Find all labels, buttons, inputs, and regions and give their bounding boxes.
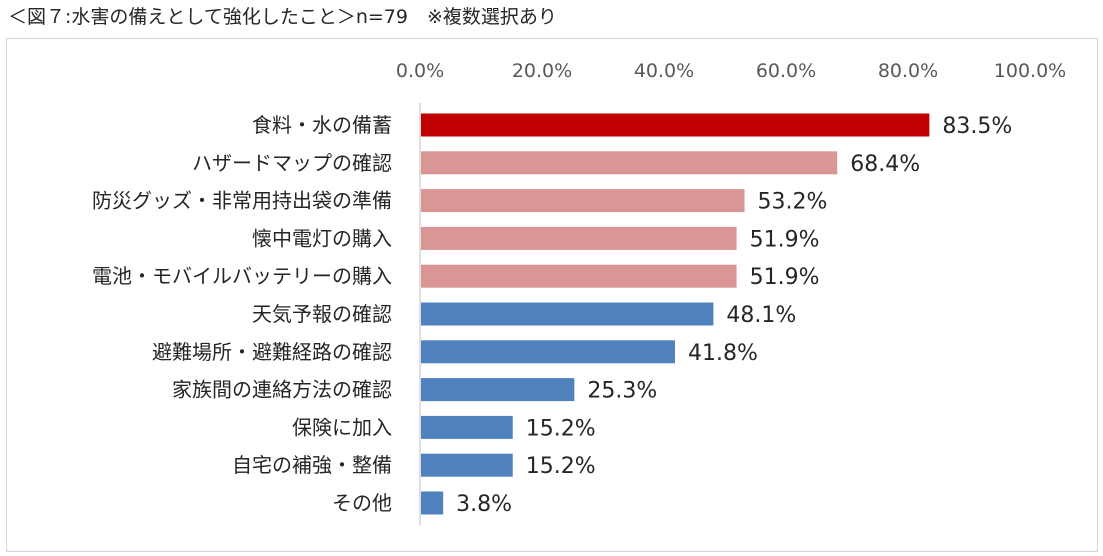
x-tick-label: 0.0% xyxy=(396,60,444,82)
category-label: 食料・水の備蓄 xyxy=(252,113,392,137)
category-label: 自宅の補強・整備 xyxy=(232,453,392,477)
x-tick-label: 100.0% xyxy=(994,60,1066,82)
category-label: 避難場所・避難経路の確認 xyxy=(152,340,392,364)
bar xyxy=(421,226,737,250)
data-label: 48.1% xyxy=(726,303,796,328)
x-tick-label: 40.0% xyxy=(634,60,694,82)
x-tick-label: 20.0% xyxy=(512,60,572,82)
data-label: 68.4% xyxy=(850,152,920,177)
category-label: 天気予報の確認 xyxy=(252,302,392,326)
data-label: 53.2% xyxy=(758,190,828,215)
data-label: 3.8% xyxy=(456,492,512,517)
data-label: 83.5% xyxy=(942,114,1012,139)
data-label: 15.2% xyxy=(526,416,596,441)
x-tick-label: 80.0% xyxy=(878,60,938,82)
category-label: 懐中電灯の購入 xyxy=(252,226,392,250)
data-label: 25.3% xyxy=(587,379,657,404)
data-label: 15.2% xyxy=(526,454,596,479)
bar xyxy=(421,453,513,477)
data-label: 51.9% xyxy=(750,265,820,290)
x-tick-label: 60.0% xyxy=(756,60,816,82)
category-label: 電池・モバイルバッテリーの購入 xyxy=(92,264,392,288)
chart-title: ＜図７:水害の備えとして強化したこと＞n=79 ※複数選択あり xyxy=(8,6,557,28)
category-label: 家族間の連絡方法の確認 xyxy=(172,378,392,402)
bar xyxy=(421,113,930,137)
bar xyxy=(421,189,745,213)
bar xyxy=(421,340,675,364)
category-label: ハザードマップの確認 xyxy=(192,151,392,175)
bar xyxy=(421,264,737,288)
bar xyxy=(421,302,714,326)
data-label: 41.8% xyxy=(688,341,758,366)
bar xyxy=(421,415,513,439)
category-label: 保険に加入 xyxy=(292,415,392,439)
bar xyxy=(421,378,575,402)
data-label: 51.9% xyxy=(750,227,820,252)
category-label: 防災グッズ・非常用持出袋の準備 xyxy=(92,189,392,213)
bar xyxy=(421,491,444,515)
bar xyxy=(421,151,838,175)
category-label: その他 xyxy=(332,491,392,515)
